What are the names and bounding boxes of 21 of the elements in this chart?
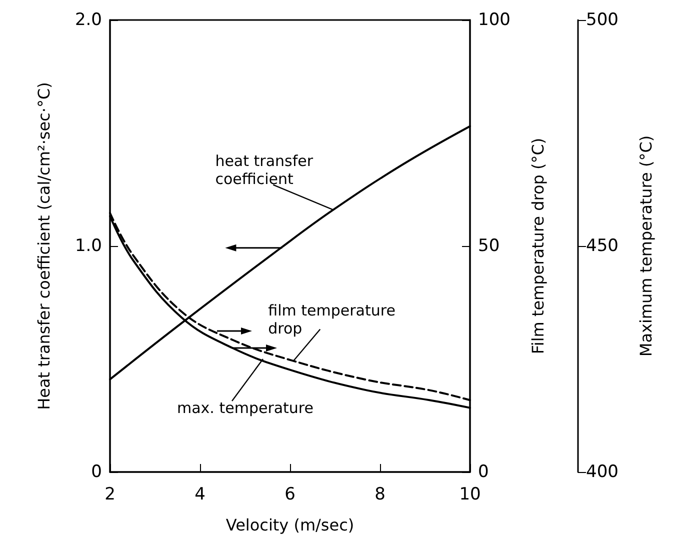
y-tick-label: 1.0 (74, 236, 102, 256)
x-tick-label: 6 (284, 484, 296, 504)
y-axis-title: Heat transfer coefficient (cal/cm²·sec·°C) (34, 82, 54, 410)
y3-tick-label: 400 (586, 462, 618, 482)
x-tick-label: 10 (459, 484, 481, 504)
y3-tick-label: 450 (586, 236, 618, 256)
x-tick-label: 4 (194, 484, 206, 504)
y2-tick-label: 100 (478, 10, 510, 30)
x-tick-label: 2 (104, 484, 116, 504)
y3-axis-title: Maximum temperature (°C) (636, 135, 656, 357)
annotation: film temperature drop (268, 301, 400, 338)
y2-tick-label: 50 (478, 236, 500, 256)
y2-tick-label: 0 (478, 462, 489, 482)
y-tick-label: 0 (91, 462, 102, 482)
x-tick-label: 8 (374, 484, 386, 504)
y-tick-label: 2.0 (74, 10, 102, 30)
annotation: max. temperature (177, 399, 314, 417)
annotation: heat transfer coefficient (215, 152, 318, 188)
y3-tick-label: 500 (586, 10, 618, 30)
x-axis-title: Velocity (m/sec) (226, 516, 354, 534)
y2-axis-title: Film temperature drop (°C) (528, 138, 548, 354)
